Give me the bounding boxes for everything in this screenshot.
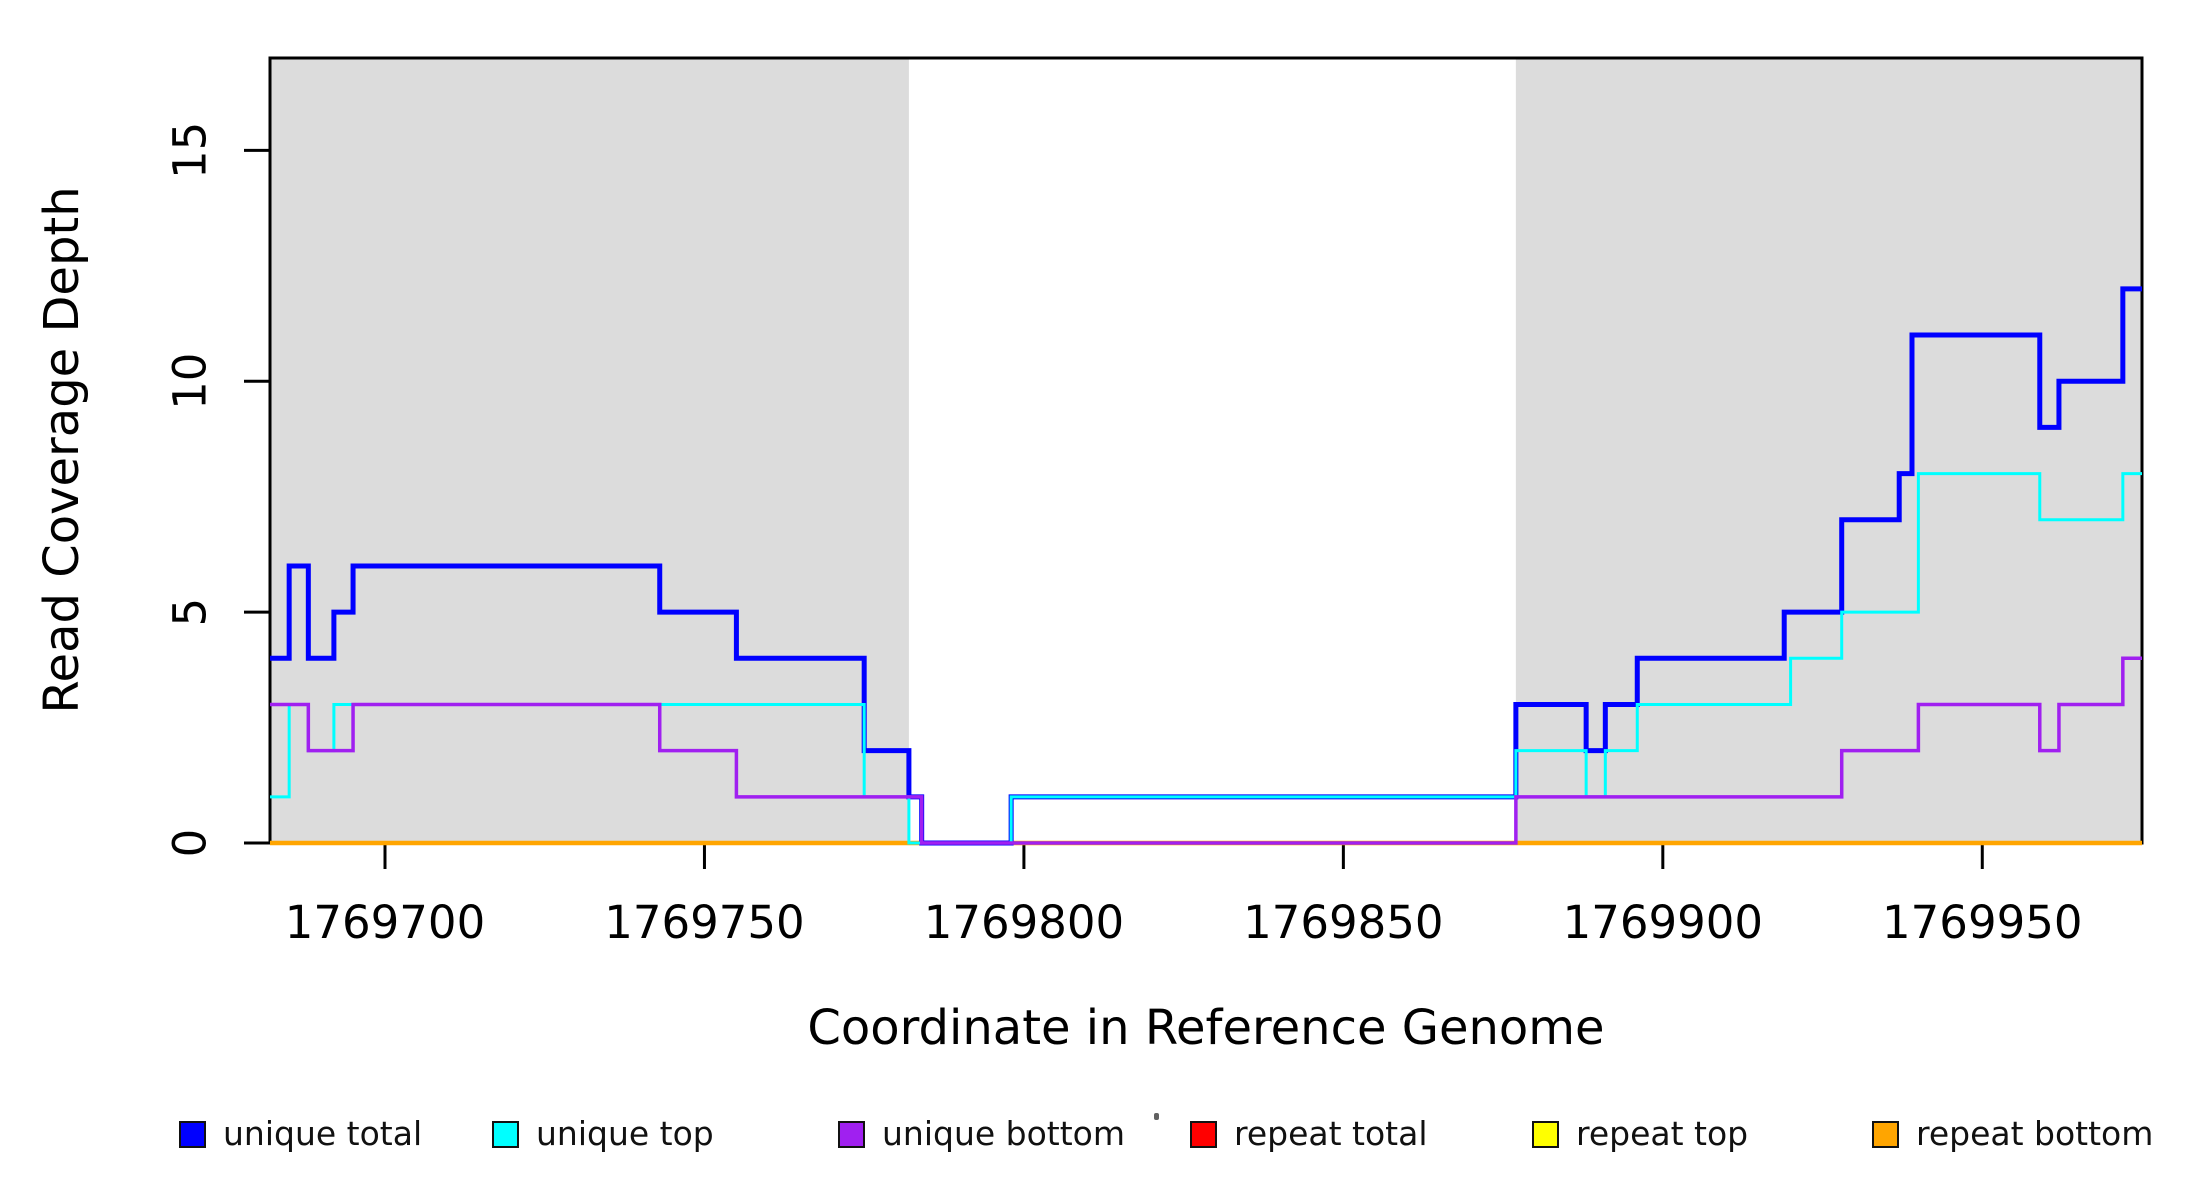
x-tick-label: 1769900 [1563, 896, 1763, 949]
stray-dot [1154, 1113, 1159, 1120]
axis-ticks: 1769700 1769750 1769800 1769850 1769900 17699… [164, 122, 2083, 949]
x-tick-label: 1769750 [604, 896, 804, 949]
x-tick-label: 1769950 [1882, 896, 2082, 949]
x-tick-label: 1769850 [1243, 896, 1443, 949]
shaded-regions [270, 58, 2142, 843]
legend-label: unique top [536, 1114, 714, 1153]
y-tick-label: 0 [164, 829, 217, 858]
repeat-total-swatch-icon [1190, 1120, 1217, 1148]
y-tick-label: 10 [164, 353, 217, 410]
series-line-unique-top [270, 472, 2142, 845]
series-line-unique-bottom [270, 656, 2142, 845]
shaded-region [1515, 58, 2142, 843]
unique-bottom-swatch-icon [838, 1120, 865, 1148]
x-tick-label: 1769800 [924, 896, 1124, 949]
repeat-top-swatch-icon [1532, 1120, 1559, 1148]
x-tick-label: 1769700 [285, 896, 485, 949]
unique-total-swatch-icon [179, 1120, 206, 1148]
y-axis-label: Read Coverage Depth [34, 186, 90, 713]
legend-item-repeat-bottom: repeat bottom [1872, 1114, 2154, 1153]
y-tick-label: 5 [164, 598, 217, 627]
legend-label: repeat bottom [1916, 1114, 2154, 1153]
unique-top-swatch-icon [492, 1120, 519, 1148]
legend-label: repeat total [1234, 1114, 1428, 1153]
legend-label: unique total [223, 1114, 423, 1153]
legend-label: unique bottom [882, 1114, 1126, 1153]
legend-item-unique-total: unique total [179, 1114, 423, 1153]
legend-item-unique-bottom: unique bottom [838, 1114, 1126, 1153]
shaded-region [270, 58, 909, 843]
legend-item-repeat-top: repeat top [1532, 1114, 1749, 1153]
legend-item-unique-top: unique top [492, 1114, 714, 1153]
legend-label: repeat top [1576, 1114, 1749, 1153]
series-lines [270, 286, 2142, 846]
legend-item-repeat-total: repeat total [1190, 1114, 1428, 1153]
x-axis-label: Coordinate in Reference Genome [807, 1000, 1604, 1056]
y-tick-label: 15 [164, 122, 217, 179]
repeat-bottom-swatch-icon [1872, 1120, 1899, 1148]
